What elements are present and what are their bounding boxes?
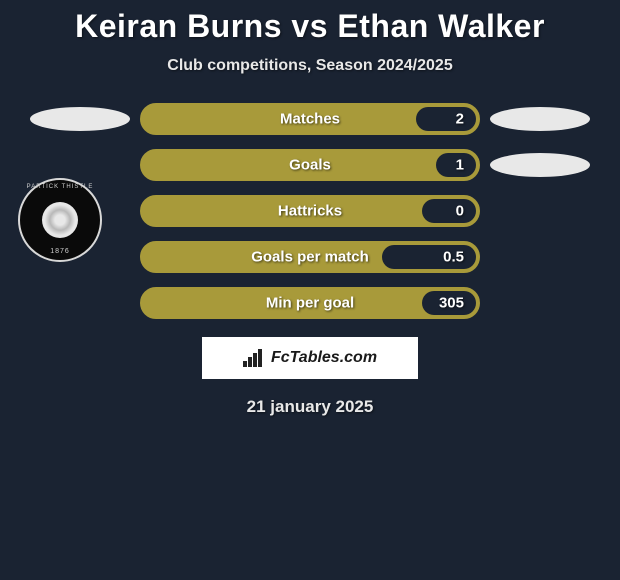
stat-row: Goals 1 xyxy=(0,149,620,181)
right-player-slot xyxy=(480,103,600,135)
stat-value: 0.5 xyxy=(443,249,464,266)
stat-bar: Goals 1 xyxy=(140,149,480,181)
crest-top-text: PARTICK THISTLE xyxy=(20,184,100,190)
crest-year: 1876 xyxy=(20,248,100,255)
left-player-slot xyxy=(20,149,140,181)
stat-bar: Matches 2 xyxy=(140,103,480,135)
stat-bar-empty-portion xyxy=(422,199,476,223)
stat-label: Goals xyxy=(289,157,331,174)
stat-label: Min per goal xyxy=(266,295,354,312)
stat-row: Matches 2 xyxy=(0,103,620,135)
right-player-slot xyxy=(480,287,600,319)
left-player-slot xyxy=(20,287,140,319)
stat-value: 2 xyxy=(456,111,464,128)
crest-thistle-icon xyxy=(42,202,78,238)
right-player-slot xyxy=(480,241,600,273)
stat-label: Matches xyxy=(280,111,340,128)
right-player-slot xyxy=(480,195,600,227)
brand-chart-icon xyxy=(243,349,265,367)
page-title: Keiran Burns vs Ethan Walker xyxy=(0,0,620,45)
stat-value: 1 xyxy=(456,157,464,174)
stat-bar: Hattricks 0 xyxy=(140,195,480,227)
stat-bar: Goals per match 0.5 xyxy=(140,241,480,273)
right-player-slot xyxy=(480,149,600,181)
player-marker-ellipse xyxy=(30,107,130,131)
footer-date: 21 january 2025 xyxy=(0,397,620,417)
player-marker-ellipse xyxy=(490,153,590,177)
left-player-slot xyxy=(20,103,140,135)
brand-text: FcTables.com xyxy=(271,349,377,367)
stat-row: Min per goal 305 xyxy=(0,287,620,319)
stat-label: Goals per match xyxy=(251,249,369,266)
page-subtitle: Club competitions, Season 2024/2025 xyxy=(0,57,620,75)
stat-bar-empty-portion xyxy=(416,107,476,131)
stat-value: 0 xyxy=(456,203,464,220)
brand-badge: FcTables.com xyxy=(202,337,418,379)
club-crest: PARTICK THISTLE 1876 xyxy=(18,178,102,262)
stat-value: 305 xyxy=(439,295,464,312)
stat-label: Hattricks xyxy=(278,203,342,220)
stat-bar: Min per goal 305 xyxy=(140,287,480,319)
player-marker-ellipse xyxy=(490,107,590,131)
